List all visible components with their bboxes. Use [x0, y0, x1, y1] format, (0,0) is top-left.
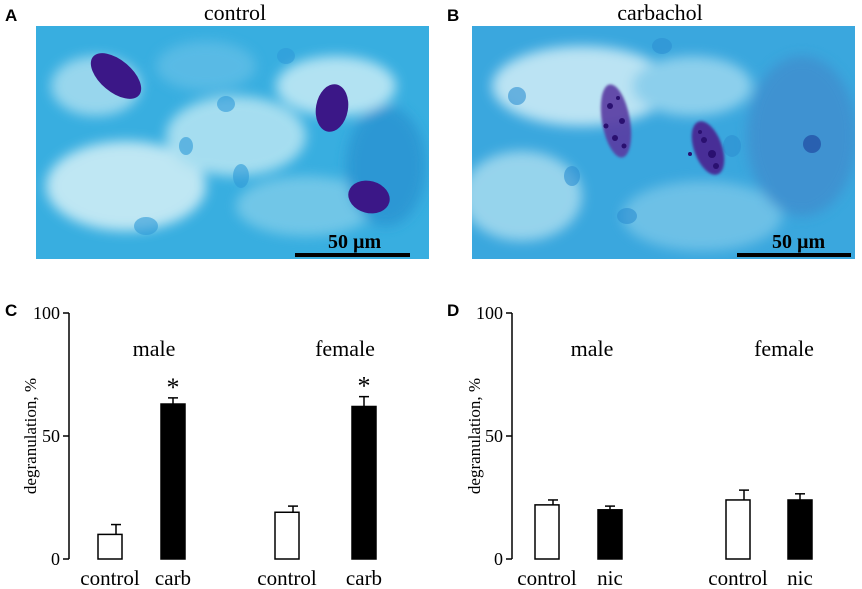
scale-bar-b	[737, 253, 851, 257]
panel-a-title: control	[203, 0, 267, 25]
scale-label-b: 50 µm	[772, 231, 826, 253]
chart-c-y-tick-label: 100	[33, 303, 60, 323]
chart-d-bar-female-nic	[787, 499, 813, 560]
panel-d-letter: D	[447, 301, 460, 320]
chart-d-bar-male-nic	[597, 509, 623, 560]
chart-c-significance-marker: *	[167, 373, 180, 402]
chart-c-category-label: carb	[155, 566, 191, 589]
panel-b-letter: B	[447, 6, 460, 25]
chart-c-y-tick-label: 0	[51, 549, 60, 569]
chart-c-bar-female-carb	[351, 405, 377, 560]
chart-c-bar-female-control	[274, 511, 300, 560]
chart-c-y-axis-label: degranulation, %	[21, 378, 40, 494]
bar-charts: 0 50 100 degranulation, % male control * carb fe…	[21, 303, 814, 589]
chart-d-y-tick-label: 50	[485, 426, 503, 446]
chart-c-category-label: control	[257, 566, 317, 589]
scale-bar-a	[295, 253, 410, 257]
chart-d-category-label: nic	[787, 566, 813, 589]
chart-d-group-label-0: male	[571, 336, 614, 361]
chart-c-category-label: carb	[346, 566, 382, 589]
chart-d-y-tick-label: 100	[476, 303, 503, 323]
chart-c-bar-male-carb	[160, 403, 186, 560]
chart-d-bar-female-control	[725, 499, 751, 560]
panel-c-letter: C	[5, 301, 18, 320]
panel-b-title: carbachol	[617, 0, 703, 25]
chart-c-group-label-1: female	[315, 336, 375, 361]
chart-d-group-label-1: female	[754, 336, 814, 361]
chart-c-bar-male-control	[97, 533, 123, 560]
chart-d-y-tick-label: 0	[494, 549, 503, 569]
scale-label-a: 50 µm	[328, 231, 382, 253]
chart-d-bar-male-control	[534, 504, 560, 560]
chart-c-category-label: control	[80, 566, 140, 589]
micrograph-carbachol	[472, 26, 855, 259]
chart-d-category-label: control	[517, 566, 577, 589]
chart-c-group-label-0: male	[133, 336, 176, 361]
micrograph-control	[36, 26, 429, 259]
chart-d-y-axis-label: degranulation, %	[465, 378, 484, 494]
chart-d-category-label: nic	[597, 566, 623, 589]
panel-a-letter: A	[5, 6, 18, 25]
chart-c-y-tick-label: 50	[42, 426, 60, 446]
chart-d-category-label: control	[708, 566, 768, 589]
chart-c-significance-marker: *	[358, 372, 371, 401]
